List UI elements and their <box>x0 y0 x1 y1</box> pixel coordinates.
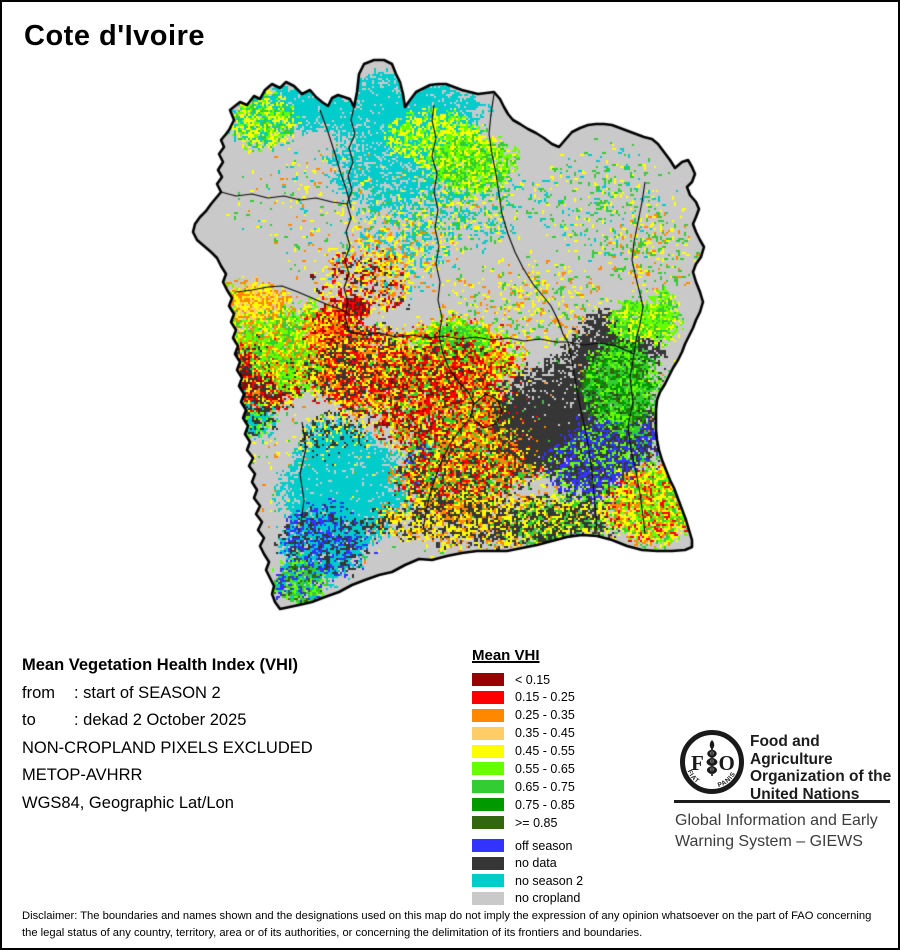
legend-row: no cropland <box>472 891 583 906</box>
info-to-value: : dekad 2 October 2025 <box>74 711 247 729</box>
info-from-value: : start of SEASON 2 <box>74 683 221 702</box>
legend-row: 0.75 - 0.85 <box>472 797 583 812</box>
info-to-key: to <box>22 711 36 729</box>
legend-label: 0.65 - 0.75 <box>515 779 575 794</box>
legend-row: off season <box>472 838 583 853</box>
legend-swatch <box>472 856 504 870</box>
legend-label: off season <box>515 838 573 853</box>
legend-row: no data <box>472 856 583 871</box>
fao-org-line-2: Organization of the <box>750 768 892 785</box>
info-line-projection: WGS84, Geographic Lat/Lon <box>22 793 234 812</box>
legend-row: < 0.15 <box>472 672 583 687</box>
info-line-noncropland: NON-CROPLAND PIXELS EXCLUDED <box>22 738 313 757</box>
legend-label: < 0.15 <box>515 672 551 687</box>
legend-row: 0.45 - 0.55 <box>472 744 583 759</box>
page-title: Cote d'Ivoire <box>24 20 205 52</box>
legend-label: no cropland <box>515 891 581 906</box>
legend-title: Mean VHI <box>472 647 540 664</box>
fao-org-line-3: United Nations <box>750 785 860 803</box>
legend-label: no season 2 <box>515 873 584 888</box>
legend-swatch <box>472 726 504 740</box>
legend-label: 0.35 - 0.45 <box>515 726 575 741</box>
info-from-key: from <box>22 683 55 702</box>
legend-label: >= 0.85 <box>515 815 558 830</box>
legend-swatch <box>472 891 504 905</box>
legend-swatch <box>472 708 504 722</box>
giews-line-2: Warning System – GIEWS <box>675 833 863 850</box>
fao-logo-letter-o: O <box>719 751 735 775</box>
legend-label: 0.75 - 0.85 <box>515 797 575 812</box>
legend-label: 0.45 - 0.55 <box>515 744 575 759</box>
legend-row: 0.15 - 0.25 <box>472 690 583 705</box>
info-line-sensor: METOP-AVHRR <box>22 766 143 784</box>
info-from-line: from : start of SEASON 2 <box>22 680 313 708</box>
legend-row: 0.35 - 0.45 <box>472 726 583 741</box>
fao-divider-line <box>674 800 890 803</box>
legend-swatch <box>472 839 504 853</box>
fao-org-line-1: Food and Agriculture <box>750 733 833 768</box>
wheat-ear-icon <box>706 740 718 776</box>
legend-swatch <box>472 690 504 704</box>
giews-label: Global Information and Early Warning Sys… <box>675 810 878 852</box>
legend-swatch <box>472 762 504 776</box>
fao-logo-icon: F O FIAT PANIS <box>680 730 744 794</box>
legend-label: 0.55 - 0.65 <box>515 761 575 776</box>
fao-logo-letter-f: F <box>691 751 704 775</box>
legend-status-classes: off season no data no season 2 no cropland <box>472 839 583 905</box>
legend-row: >= 0.85 <box>472 815 583 830</box>
map-info-block: Mean Vegetation Health Index (VHI) from:… <box>22 652 313 817</box>
legend-swatch <box>472 874 504 888</box>
fao-org-name: Food and Agriculture Organization of the… <box>750 733 898 803</box>
legend-row: 0.55 - 0.65 <box>472 761 583 776</box>
legend-swatch <box>472 780 504 794</box>
disclaimer-text: Disclaimer: The boundaries and names sho… <box>22 910 872 939</box>
map-legend: Mean VHI < 0.15 0.15 - 0.25 0.25 - 0.35 0.3… <box>472 647 583 909</box>
legend-swatch <box>472 744 504 758</box>
legend-row: 0.25 - 0.35 <box>472 708 583 723</box>
giews-line-1: Global Information and Early <box>675 812 878 829</box>
legend-row: no season 2 <box>472 873 584 888</box>
legend-label: 0.15 - 0.25 <box>515 690 575 705</box>
info-to-line: to : dekad 2 October 2025 <box>22 707 313 735</box>
legend-classes: < 0.15 0.15 - 0.25 0.25 - 0.35 0.35 - 0.45 0… <box>472 672 583 830</box>
legend-swatch <box>472 798 504 812</box>
info-heading: Mean Vegetation Health Index (VHI) <box>22 656 298 674</box>
legend-swatch <box>472 673 504 686</box>
legend-swatch <box>472 816 504 830</box>
legend-label: 0.25 - 0.35 <box>515 708 575 723</box>
legend-label: no data <box>515 856 557 871</box>
legend-row: 0.65 - 0.75 <box>472 779 583 794</box>
